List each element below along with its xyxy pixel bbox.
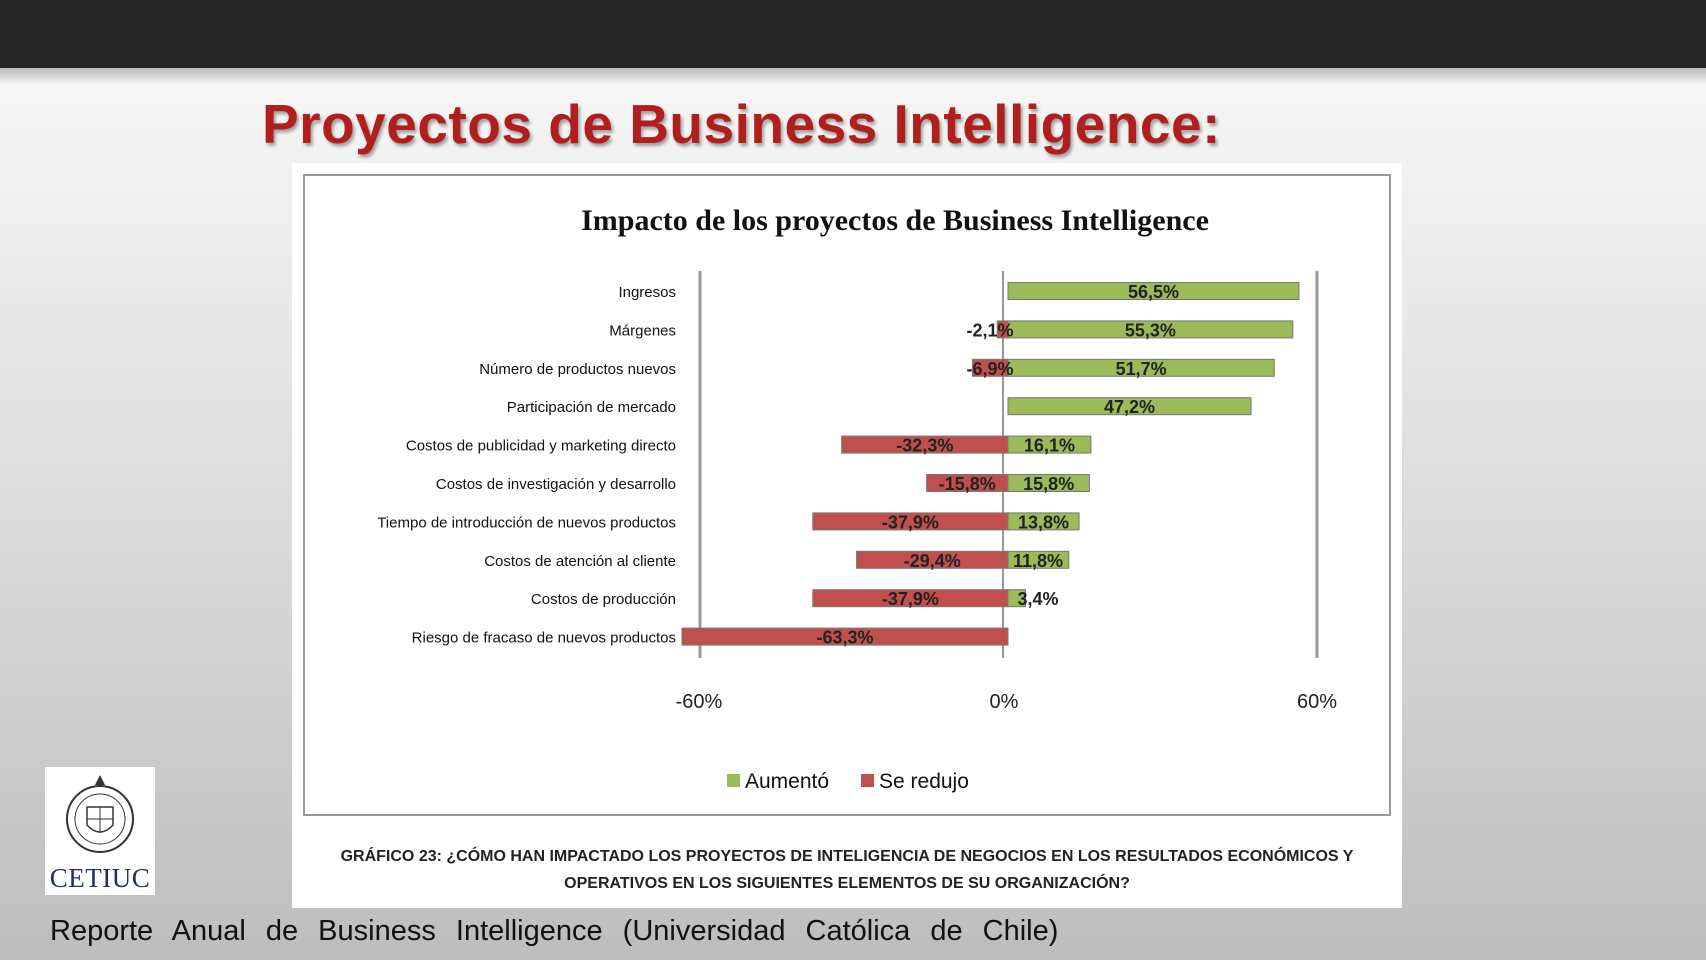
bar-se-redujo <box>856 550 1009 569</box>
chart-svg: Impacto de los proyectos de Business Int… <box>303 174 1391 816</box>
data-label: -29,4% <box>904 551 961 571</box>
category-label: Márgenes <box>609 322 676 339</box>
bar-aumento <box>1007 397 1252 416</box>
category-label: Tiempo de introducción de nuevos product… <box>377 514 676 531</box>
x-tick-label: -60% <box>676 691 723 713</box>
bar-se-redujo <box>812 512 1009 531</box>
category-label: Número de productos nuevos <box>479 361 676 378</box>
chart-caption: GRÁFICO 23: ¿CÓMO HAN IMPACTADO LOS PROY… <box>312 843 1382 897</box>
university-seal-icon <box>66 775 134 853</box>
legend-swatch <box>727 774 740 787</box>
logo-text: CETIUC <box>49 863 151 893</box>
chart-figure: Impacto de los proyectos de Business Int… <box>292 163 1402 908</box>
category-label: Costos de publicidad y marketing directo <box>406 438 676 455</box>
bar-se-redujo <box>812 589 1009 608</box>
top-bar <box>0 0 1706 68</box>
data-label: -32,3% <box>896 436 953 456</box>
data-label: -6,9% <box>966 359 1013 379</box>
legend-swatch <box>861 774 874 787</box>
data-label: 47,2% <box>1104 397 1155 417</box>
legend-label: Aumentó <box>745 770 829 793</box>
bar-se-redujo <box>971 358 1009 377</box>
bar-se-redujo <box>996 320 1009 339</box>
bar-se-redujo <box>841 435 1009 454</box>
data-label: 3,4% <box>1017 589 1058 609</box>
data-label: 51,7% <box>1116 359 1167 379</box>
cetiuc-logo: CETIUC <box>45 767 155 895</box>
bar-aumento <box>1007 282 1300 300</box>
data-label: 15,8% <box>1023 474 1074 494</box>
bar-se-redujo <box>681 627 1009 646</box>
data-label: 11,8% <box>1013 551 1063 571</box>
top-bar-shadow <box>0 68 1706 84</box>
data-label: -15,8% <box>939 474 996 494</box>
data-label: 13,8% <box>1018 512 1069 532</box>
data-label: -37,9% <box>882 589 939 609</box>
x-tick-label: 60% <box>1297 691 1337 713</box>
data-label: -2,1% <box>966 320 1013 340</box>
legend-label: Se redujo <box>879 770 969 793</box>
caption-line-2: OPERATIVOS EN LOS SIGUIENTES ELEMENTOS D… <box>564 875 1130 892</box>
category-label: Costos de producción <box>531 591 676 608</box>
source-note: Reporte Anual de Business Intelligence (… <box>50 915 1059 947</box>
bar-se-redujo <box>926 474 1009 492</box>
slide-title: Proyectos de Business Intelligence: <box>262 93 1221 155</box>
category-label: Riesgo de fracaso de nuevos productos <box>412 630 676 647</box>
category-label: Ingresos <box>618 284 676 301</box>
category-label: Participación de mercado <box>507 399 676 416</box>
chart-title: Impacto de los proyectos de Business Int… <box>581 204 1209 237</box>
data-label: 55,3% <box>1125 320 1176 340</box>
category-label: Costos de investigación y desarrollo <box>436 476 676 493</box>
category-label: Costos de atención al cliente <box>484 553 676 570</box>
data-label: -37,9% <box>882 512 939 532</box>
caption-line-1: GRÁFICO 23: ¿CÓMO HAN IMPACTADO LOS PROY… <box>340 848 1354 865</box>
x-tick-label: 0% <box>990 691 1019 713</box>
data-label: -63,3% <box>816 628 873 648</box>
plot-frame <box>303 174 1391 816</box>
data-label: 16,1% <box>1024 436 1075 456</box>
data-label: 56,5% <box>1128 282 1179 302</box>
